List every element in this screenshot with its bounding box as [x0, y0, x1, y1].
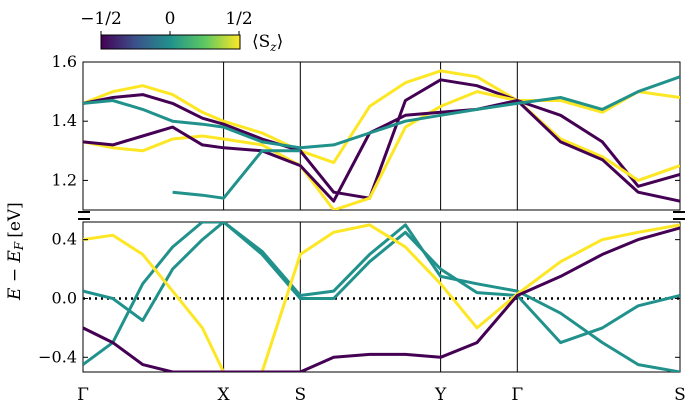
k-point-label: Γ [511, 385, 523, 405]
axis-break-left [78, 211, 90, 220]
band-line [83, 69, 680, 165]
k-point-label: S [294, 385, 306, 405]
y-axis-label: E − EF[eV] [5, 202, 26, 301]
panel-frame [82, 61, 681, 211]
band-line [83, 222, 680, 366]
colorbar-gradient [100, 34, 241, 50]
lower-panel: −0.4 0.0 0.4 [38, 221, 681, 373]
band-line [83, 99, 680, 203]
colorbar-label: ⟨Sz⟩ [252, 32, 283, 54]
band-line [83, 223, 680, 372]
y-tick-label: 1.2 [52, 170, 77, 189]
band-line [83, 226, 680, 372]
axis-break-right [673, 211, 685, 220]
y-tick-label: 0.4 [52, 230, 77, 249]
y-tick-label: 1.6 [52, 52, 77, 71]
y-tick-label: −0.4 [38, 347, 77, 366]
colorbar-tick-label: 1/2 [225, 9, 252, 29]
band-line [83, 78, 680, 200]
k-point-label: X [218, 385, 231, 405]
k-point-label: Y [434, 385, 447, 405]
y-tick-label: 1.4 [52, 111, 77, 130]
band-line [83, 75, 680, 150]
colorbar: −1/2 0 1/2 ⟨Sz⟩ [80, 9, 283, 54]
y-tick-label: 0.0 [52, 288, 77, 307]
upper-panel: 1.2 1.4 1.6 [52, 52, 681, 211]
band-line [83, 222, 680, 372]
k-point-label: Γ [77, 385, 89, 405]
band-line [83, 90, 680, 210]
k-point-label: S [674, 385, 685, 405]
colorbar-tick-label: −1/2 [80, 9, 122, 29]
colorbar-tick-label: 0 [165, 9, 176, 29]
band-line [172, 149, 301, 200]
